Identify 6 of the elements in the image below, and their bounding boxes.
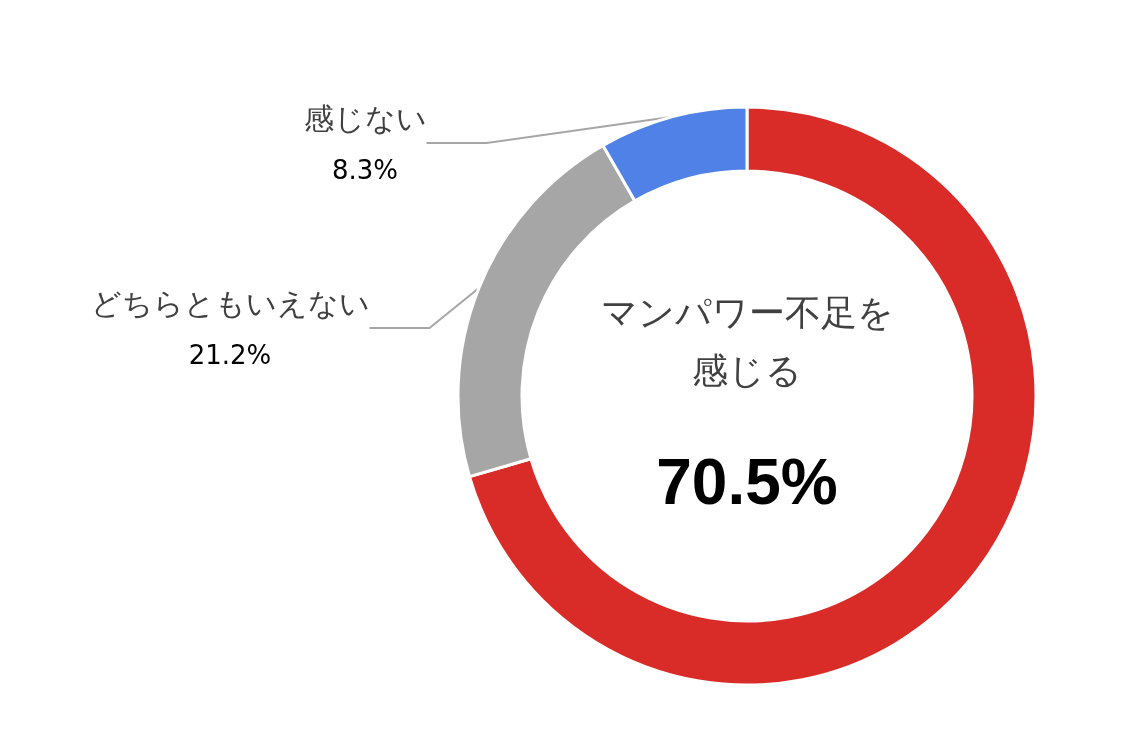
slice-label: マンパワー不足を感じる	[600, 291, 894, 391]
slice-label: 感じない	[303, 100, 427, 136]
data-label: 8.3%	[331, 155, 399, 185]
data-label: 70.5%	[656, 446, 838, 518]
slice-label: どちらともいえない	[90, 285, 370, 321]
data-label: 21.2%	[188, 340, 272, 370]
